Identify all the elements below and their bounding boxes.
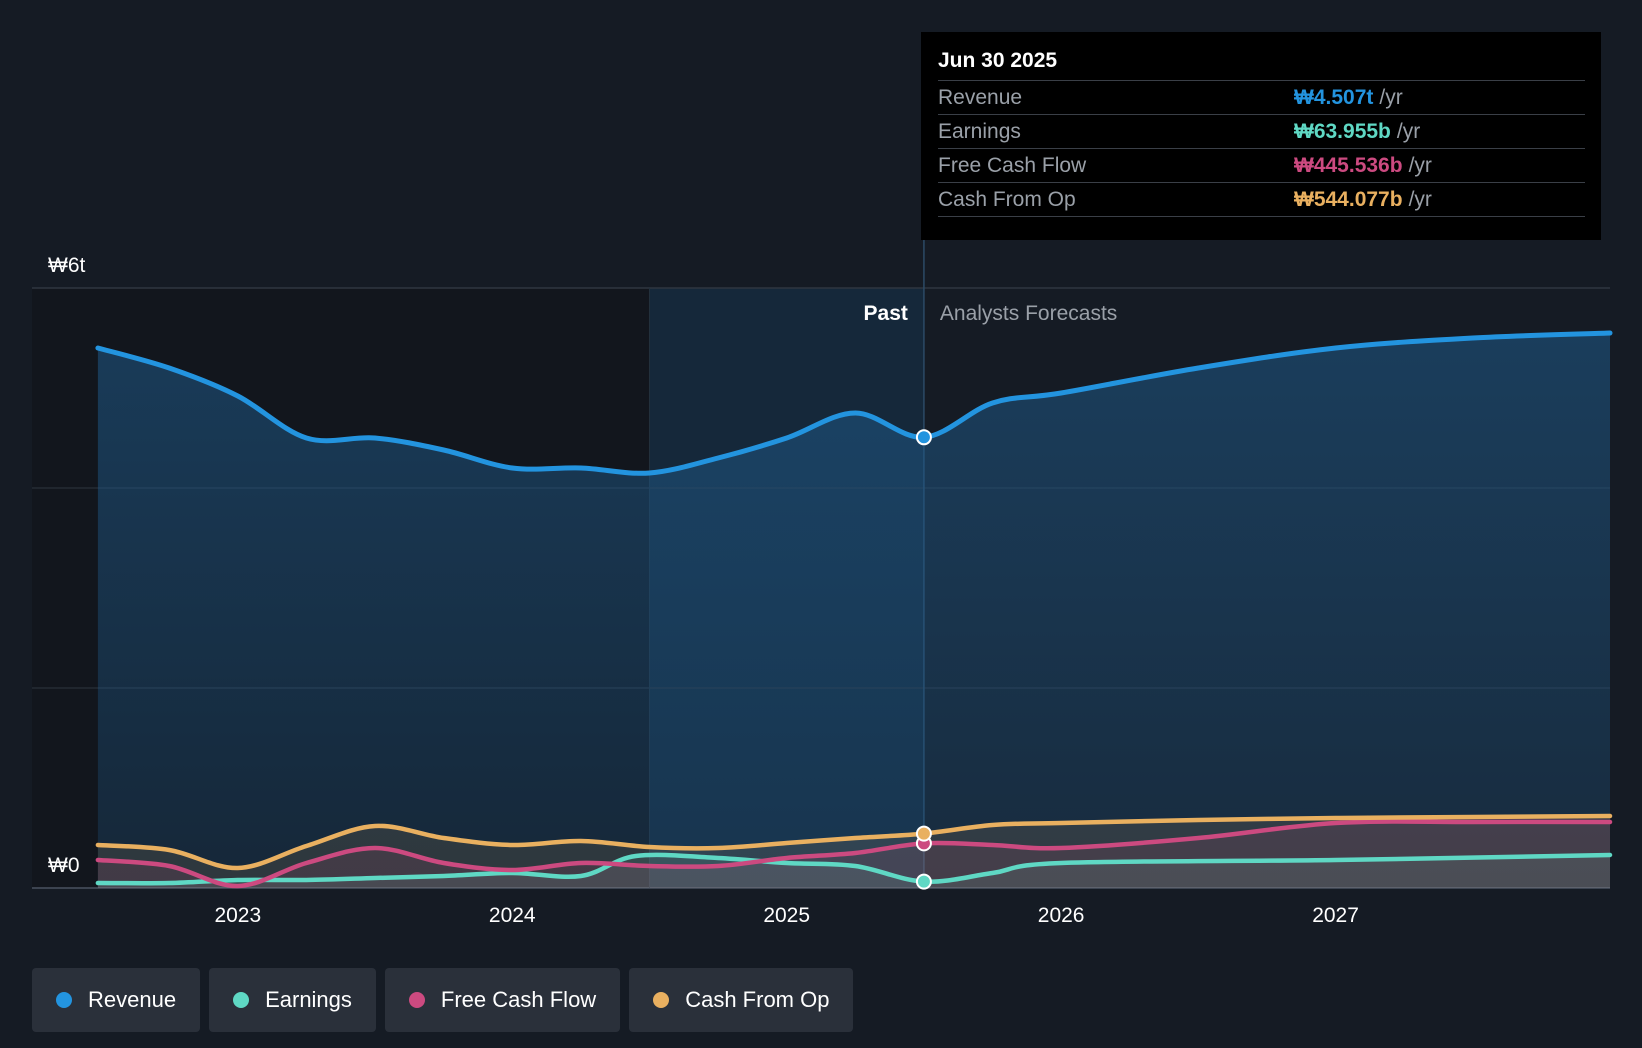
cfo-dot-icon — [653, 992, 670, 1008]
earnings-line — [95, 852, 1613, 886]
revenue-dot-icon — [56, 992, 72, 1008]
tooltip-row-earnings: Earnings ₩63.955b /yr — [938, 114, 1585, 148]
tooltip-unit: /yr — [1396, 119, 1421, 143]
tooltip-value-cfo: ₩544.077b — [1294, 187, 1403, 211]
tooltip-row-cfo: Cash From Op ₩544.077b /yr — [938, 182, 1585, 217]
cfo-marker — [915, 825, 932, 842]
tooltip-row-revenue: Revenue ₩4.507t /yr — [938, 80, 1585, 114]
earnings-marker — [915, 873, 932, 890]
x-tick-label: 2025 — [763, 904, 810, 927]
tooltip-unit: /yr — [1408, 153, 1432, 177]
cfo-line — [95, 813, 1613, 871]
legend-label: Free Cash Flow — [440, 987, 597, 1012]
tooltip-row-fcf: Free Cash Flow ₩445.536b /yr — [938, 148, 1585, 182]
legend: Revenue Earnings Free Cash Flow Cash Fro… — [32, 968, 854, 1032]
tooltip-label: Earnings — [938, 119, 1021, 143]
tooltip-label: Free Cash Flow — [938, 153, 1087, 177]
y-tick-label: ₩6t — [48, 254, 86, 277]
x-tick-label: 2023 — [214, 904, 261, 927]
tooltip: Jun 30 2025 Revenue ₩4.507t /yr Earnings… — [921, 32, 1601, 240]
earnings-area — [97, 854, 1610, 888]
legend-item-cfo[interactable]: Cash From Op — [629, 968, 854, 1032]
fcf-line — [95, 819, 1613, 889]
tooltip-label: Cash From Op — [938, 187, 1076, 211]
revenue-line — [95, 330, 1613, 476]
tooltip-label: Revenue — [938, 85, 1023, 109]
revenue-marker — [915, 429, 932, 446]
tooltip-date: Jun 30 2025 — [938, 49, 1058, 72]
past-label: Past — [864, 302, 908, 325]
x-tick-label: 2026 — [1038, 904, 1085, 927]
tooltip-value-earnings: ₩63.955b — [1294, 119, 1391, 143]
forecast-label: Analysts Forecasts — [940, 302, 1117, 325]
legend-item-fcf[interactable]: Free Cash Flow — [384, 968, 621, 1032]
legend-label: Revenue — [88, 987, 177, 1012]
tooltip-unit: /yr — [1379, 85, 1403, 109]
legend-item-revenue[interactable]: Revenue — [32, 968, 201, 1032]
tooltip-value-fcf: ₩445.536b — [1294, 153, 1403, 177]
x-tick-label: 2024 — [489, 904, 536, 927]
x-tick-label: 2027 — [1312, 904, 1359, 927]
legend-label: Earnings — [265, 987, 352, 1012]
fcf-dot-icon — [408, 992, 425, 1008]
y-tick-label: ₩0 — [48, 854, 80, 877]
legend-item-earnings[interactable]: Earnings — [209, 968, 376, 1032]
revenue-area — [97, 333, 1610, 888]
earnings-dot-icon — [233, 992, 250, 1008]
tooltip-value-revenue: ₩4.507t — [1294, 85, 1374, 109]
legend-label: Cash From Op — [685, 987, 830, 1012]
tooltip-unit: /yr — [1408, 187, 1432, 211]
